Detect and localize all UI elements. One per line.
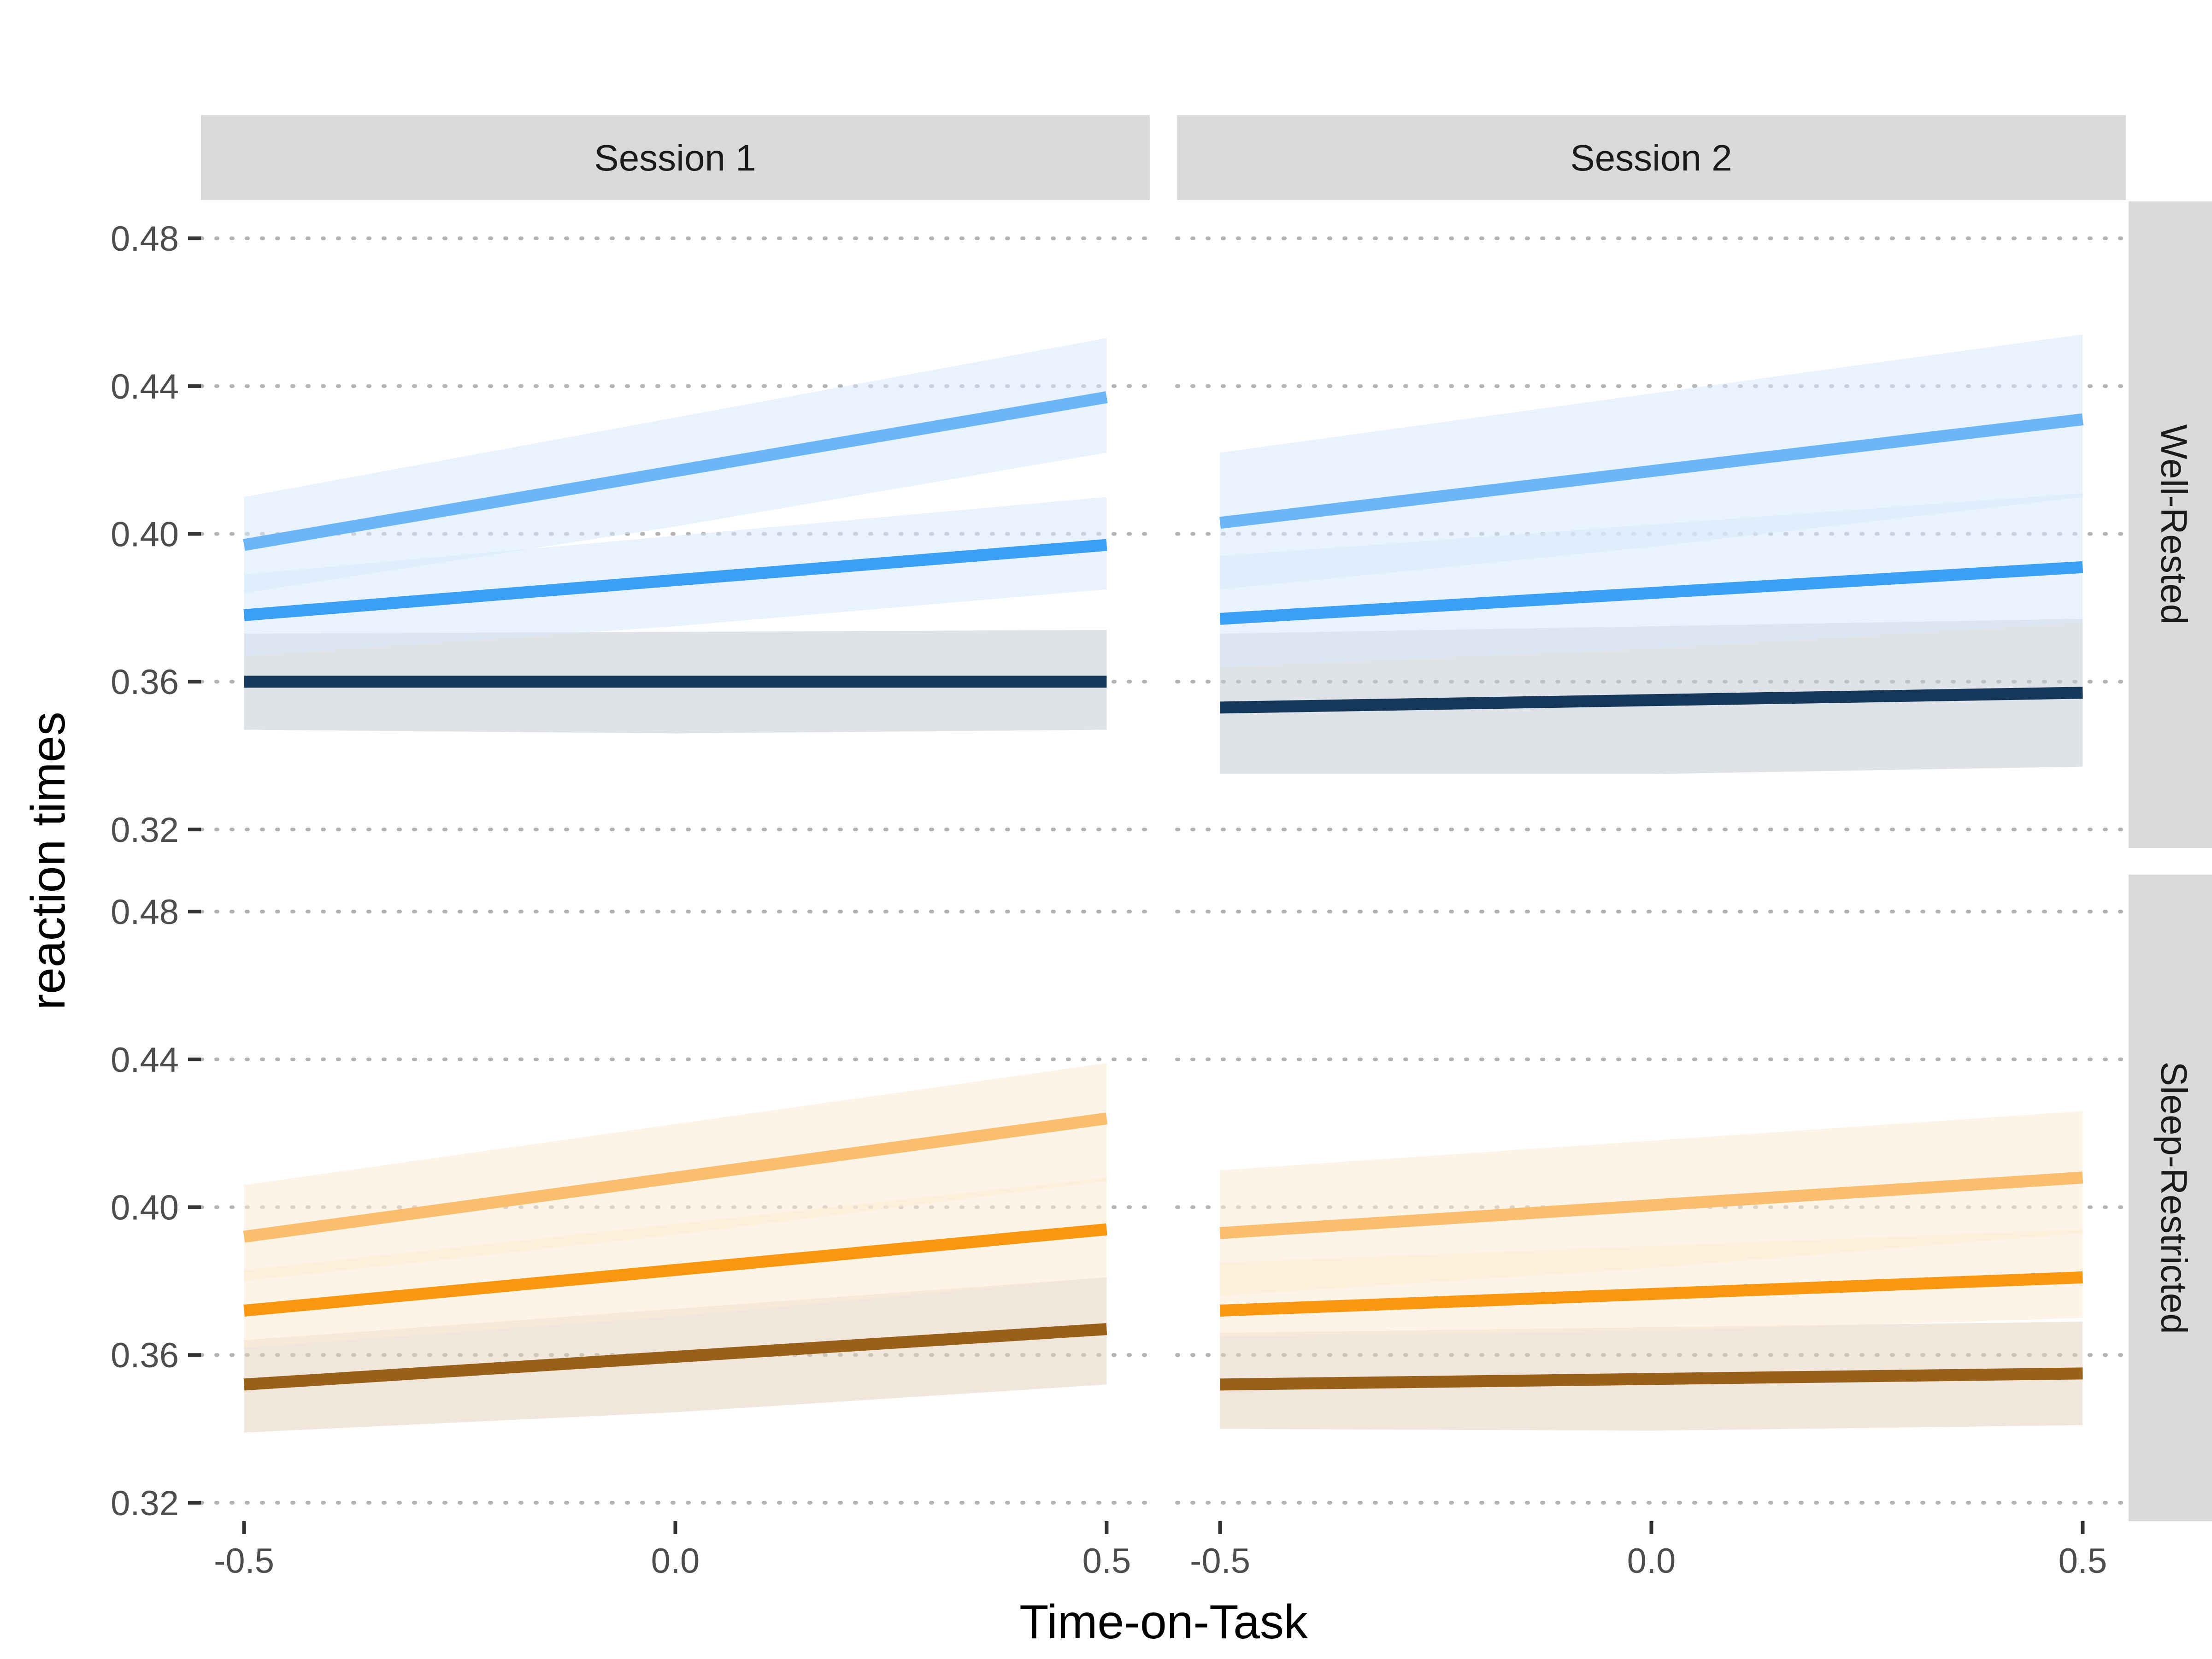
series-line-1 (243, 1112, 1108, 1243)
panel-sleep-restricted-session-2 (1175, 910, 2128, 1505)
x-tick-label: 0.5 (2059, 1541, 2107, 1581)
row-strip-sleep-restricted: Sleep-Restricted (2129, 875, 2212, 1521)
x-tick-label: 0.5 (1082, 1541, 1131, 1581)
x-tick-label: -0.5 (214, 1541, 274, 1581)
row-strip-well-rested: Well-Rested (2129, 201, 2212, 848)
series-line-2 (1220, 1271, 2083, 1317)
strip-label-session-1: Session 1 (594, 137, 756, 178)
series-line-2 (1219, 561, 2083, 625)
series-line-1 (1219, 1171, 2083, 1239)
strip-label-session-2: Session 2 (1570, 137, 1732, 178)
confidence-band-series-2 (1220, 493, 2083, 667)
x-tick-label: 0.0 (651, 1541, 700, 1581)
y-tick-label: 0.44 (111, 367, 179, 406)
y-tick-label: 0.48 (111, 893, 179, 932)
y-tick-label: 0.32 (111, 1484, 179, 1523)
y-tick-label: 0.40 (111, 1188, 179, 1228)
panel-well-rested-session-2 (1175, 236, 2128, 831)
y-tick-label: 0.48 (111, 219, 179, 259)
series-line-1 (243, 391, 1108, 551)
strip-background (201, 115, 1150, 200)
confidence-band-series-1 (1220, 334, 2083, 589)
x-tick-label: -0.5 (1190, 1541, 1250, 1581)
series-line-3 (243, 1323, 1107, 1391)
y-tick-label: 0.32 (111, 811, 179, 850)
panel-well-rested-session-1 (199, 236, 1152, 831)
series-line-3 (1220, 1367, 2083, 1391)
confidence-band-series-2 (244, 1177, 1107, 1348)
column-strip-session-1: Session 1 (201, 115, 1150, 200)
x-axis-title: Time-on-Task (1019, 1595, 1308, 1649)
panels-layer (199, 236, 2128, 1505)
axes-layer: 0.32 0.36 0.40 0.44 0.48 0.32 0.36 0.40 0.44 0.48… (111, 219, 2107, 1581)
strip-background (1177, 115, 2126, 200)
column-strip-session-2: Session 2 (1177, 115, 2126, 200)
strip-label-sleep-restricted: Sleep-Restricted (2153, 1061, 2194, 1334)
panel-sleep-restricted-session-1 (199, 910, 1152, 1505)
series-line-2 (243, 1223, 1107, 1317)
x-tick-label: 0.0 (1627, 1541, 1676, 1581)
y-tick-label: 0.40 (111, 515, 179, 554)
strip-background (2129, 875, 2212, 1521)
series-line-1 (1219, 413, 2083, 529)
y-tick-label: 0.44 (111, 1041, 179, 1080)
y-tick-label: 0.36 (111, 1336, 179, 1375)
series-line-2 (243, 539, 1107, 621)
strip-background (2129, 201, 2212, 848)
series-line-3 (1220, 687, 2083, 714)
y-axis-title: reaction times (22, 712, 75, 1010)
strip-label-well-rested: Well-Rested (2153, 424, 2194, 624)
y-tick-label: 0.36 (111, 663, 179, 702)
